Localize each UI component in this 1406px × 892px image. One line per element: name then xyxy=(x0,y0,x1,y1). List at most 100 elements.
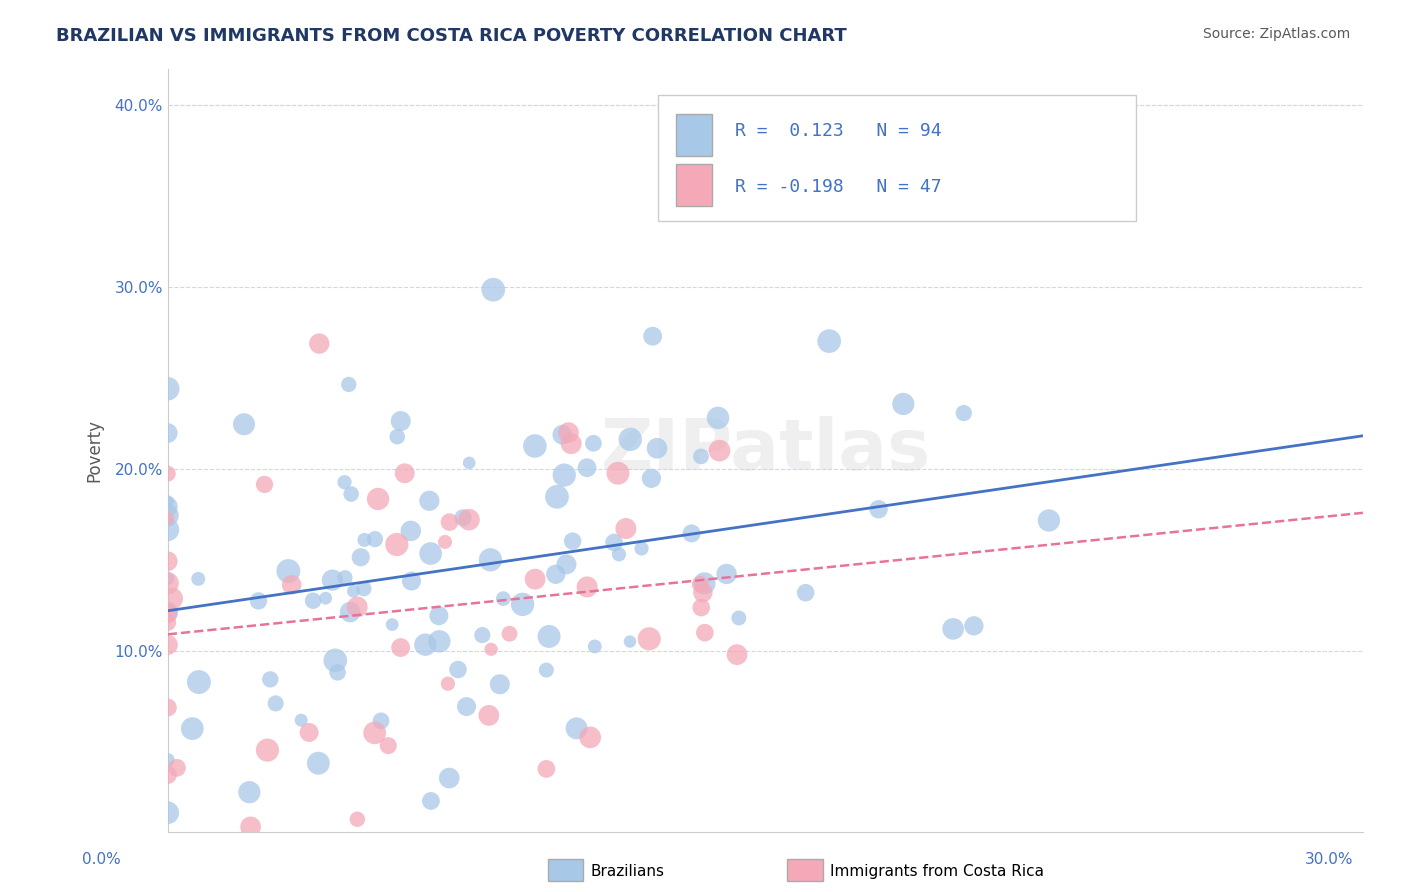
Point xyxy=(709,443,731,458)
Point xyxy=(607,547,630,561)
Point xyxy=(479,642,502,657)
Point xyxy=(302,593,325,607)
Point xyxy=(233,417,256,432)
Point xyxy=(524,572,547,586)
Point xyxy=(166,761,188,775)
Point xyxy=(576,580,599,594)
Point xyxy=(259,673,281,687)
Point xyxy=(298,725,321,739)
Point xyxy=(364,532,387,546)
Point xyxy=(187,675,209,690)
Point xyxy=(603,535,626,549)
FancyBboxPatch shape xyxy=(676,164,711,206)
Point xyxy=(551,427,574,442)
Text: R =  0.123   N = 94: R = 0.123 N = 94 xyxy=(735,122,942,140)
Point xyxy=(156,768,179,782)
Point xyxy=(479,553,502,567)
Point xyxy=(583,640,606,654)
Point xyxy=(638,632,661,646)
Point xyxy=(579,731,602,745)
Text: Source: ZipAtlas.com: Source: ZipAtlas.com xyxy=(1202,27,1350,41)
Point xyxy=(394,467,416,481)
Point xyxy=(389,414,412,428)
Point xyxy=(427,634,450,648)
Point xyxy=(555,558,578,572)
Point xyxy=(363,726,385,740)
Point xyxy=(156,511,179,525)
Point xyxy=(488,677,510,691)
Point xyxy=(307,756,329,771)
Point xyxy=(156,805,179,820)
Point xyxy=(681,526,703,541)
Point xyxy=(451,511,474,525)
Point xyxy=(156,615,179,630)
Point xyxy=(458,456,481,470)
Point xyxy=(156,494,179,508)
Point xyxy=(693,576,716,591)
Point xyxy=(156,753,179,767)
Point xyxy=(156,605,179,619)
Point xyxy=(156,700,179,714)
Point xyxy=(553,468,575,483)
Point xyxy=(187,572,209,586)
Point xyxy=(437,676,460,690)
Point xyxy=(794,585,817,599)
Point xyxy=(160,591,183,606)
Point xyxy=(818,334,841,348)
Point xyxy=(156,572,179,586)
Point xyxy=(447,663,470,677)
Point xyxy=(606,467,628,481)
Point xyxy=(323,653,346,667)
Point xyxy=(238,785,260,799)
Point xyxy=(181,722,204,736)
Point xyxy=(693,625,716,640)
Point xyxy=(868,502,890,516)
Text: 30.0%: 30.0% xyxy=(1305,852,1353,867)
Point xyxy=(434,535,457,549)
Point xyxy=(439,515,461,529)
Point xyxy=(385,537,408,551)
Point xyxy=(156,425,179,440)
Point xyxy=(891,397,914,411)
Point xyxy=(156,467,179,481)
Point xyxy=(333,571,356,585)
Point xyxy=(557,425,579,440)
Point xyxy=(353,533,375,547)
Point xyxy=(342,584,364,599)
Point xyxy=(377,739,399,753)
Text: BRAZILIAN VS IMMIGRANTS FROM COSTA RICA POVERTY CORRELATION CHART: BRAZILIAN VS IMMIGRANTS FROM COSTA RICA … xyxy=(56,27,846,45)
Point xyxy=(498,626,520,640)
Point xyxy=(399,524,422,538)
Point xyxy=(315,591,337,606)
Point xyxy=(419,547,441,561)
Point xyxy=(537,630,560,644)
Point xyxy=(156,508,179,523)
Point xyxy=(471,628,494,642)
Text: Brazilians: Brazilians xyxy=(591,864,665,879)
Point xyxy=(582,436,605,450)
Point xyxy=(239,820,262,834)
Point xyxy=(389,640,412,655)
Point xyxy=(321,573,343,587)
Point xyxy=(565,722,588,736)
Point xyxy=(353,582,375,596)
Point xyxy=(256,743,278,757)
Point xyxy=(337,377,360,392)
Point xyxy=(264,697,287,711)
Point xyxy=(253,477,276,491)
Text: ZIPatlas: ZIPatlas xyxy=(600,416,931,485)
Point xyxy=(576,460,599,475)
Point xyxy=(370,714,392,728)
Point xyxy=(290,713,312,727)
Point xyxy=(560,436,582,450)
Text: R = -0.198   N = 47: R = -0.198 N = 47 xyxy=(735,178,942,196)
Point xyxy=(156,523,179,537)
Point xyxy=(478,708,501,723)
Point xyxy=(340,487,363,501)
Point xyxy=(523,439,546,453)
Point xyxy=(420,794,443,808)
Point xyxy=(346,812,368,826)
Point xyxy=(641,329,664,343)
Text: Immigrants from Costa Rica: Immigrants from Costa Rica xyxy=(830,864,1043,879)
Point xyxy=(645,441,668,455)
